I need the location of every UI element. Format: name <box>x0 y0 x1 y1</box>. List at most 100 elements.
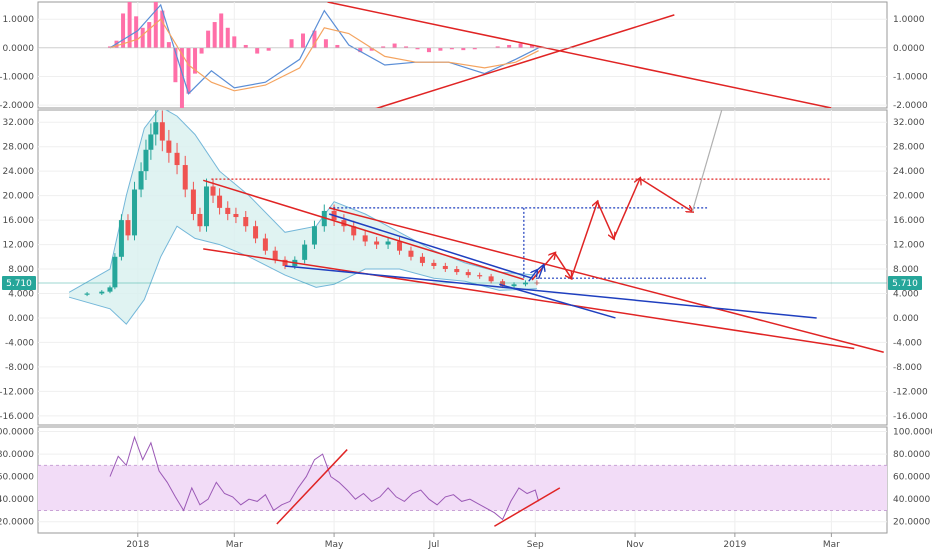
macd-ytick-right: -1.0000 <box>893 72 928 82</box>
candle-body <box>143 149 149 172</box>
price-ytick-left: 0.000 <box>8 314 34 324</box>
candle-body <box>253 226 259 239</box>
price-ytick-right: -8.000 <box>893 363 922 373</box>
candle-body <box>84 293 90 295</box>
macd-histogram-bar <box>426 47 431 53</box>
macd-histogram-bar <box>160 10 165 48</box>
price-blue-trendline-1 <box>284 265 817 319</box>
blue-arrow-0 <box>528 270 537 282</box>
price-ytick-right: 8.000 <box>893 265 919 275</box>
price-ytick-right: 16.000 <box>893 216 925 226</box>
rsi-line <box>109 435 540 521</box>
macd-histogram-bar <box>472 47 477 50</box>
x-tick-label: Mar <box>823 540 840 550</box>
price-ytick-right: 0.000 <box>893 314 919 324</box>
candle-body <box>362 235 368 242</box>
candle-body <box>132 189 138 236</box>
rsi-ytick-right: 80.0000 <box>893 450 930 460</box>
candle-body <box>118 220 124 257</box>
candle-body <box>262 238 268 251</box>
macd-ytick-right: 1.0000 <box>893 15 925 25</box>
price-layer <box>38 110 887 353</box>
macd-trendline-1 <box>375 14 675 108</box>
macd-histogram-bar <box>312 30 317 48</box>
x-tick-label: Nov <box>626 540 644 550</box>
macd-histogram-bar <box>369 47 374 51</box>
candle-body <box>454 269 460 273</box>
price-red-trendline-1 <box>203 248 855 350</box>
macd-histogram-bar <box>415 47 420 50</box>
x-tick-label: Jul <box>427 540 439 550</box>
macd-histogram-bar <box>438 47 443 51</box>
candle-body <box>302 244 308 260</box>
rsi-ytick-right: 60.0000 <box>893 473 930 483</box>
macd-histogram-bar <box>243 44 248 48</box>
price-ytick-left: -8.000 <box>5 363 34 373</box>
macd-histogram-bar <box>323 39 328 48</box>
macd-histogram-bar <box>179 47 184 108</box>
price-ytick-left: 16.000 <box>3 216 35 226</box>
candle-body <box>385 241 391 245</box>
candle-body <box>408 250 414 257</box>
price-ytick-right: 32.000 <box>893 118 925 128</box>
macd-histogram-bar <box>301 33 306 48</box>
candle-body <box>203 186 209 227</box>
price-ytick-left: 20.000 <box>3 192 35 202</box>
macd-histogram-bar <box>289 39 294 48</box>
price-ytick-left: -4.000 <box>5 338 34 348</box>
price-red-trendline-0 <box>202 179 525 281</box>
candle-body <box>442 265 448 270</box>
price-ytick-left: 24.000 <box>3 167 35 177</box>
blue-arrow-1 <box>539 265 544 280</box>
rsi-trendline-1 <box>494 487 561 527</box>
macd-histogram-bar <box>232 36 237 48</box>
candle-body <box>397 241 403 251</box>
macd-ytick-left: 0.0000 <box>3 44 35 54</box>
candle-body <box>282 259 288 266</box>
macd-histogram-bar <box>186 47 191 94</box>
macd-line <box>109 3 539 95</box>
candle-body <box>197 213 203 227</box>
price-red-trendline-2 <box>328 207 884 353</box>
rsi-ytick-right: 20.0000 <box>893 518 930 528</box>
macd-ytick-left: -1.0000 <box>0 72 34 82</box>
macd-ytick-right: 0.0000 <box>893 44 925 54</box>
rsi-layer <box>38 435 887 527</box>
candle-body <box>190 189 196 214</box>
price-blue-trendline-0 <box>328 213 533 279</box>
price-ytick-right: 20.000 <box>893 192 925 202</box>
price-ytick-right: 4.000 <box>893 289 919 299</box>
candle-body <box>107 287 113 292</box>
macd-histogram-bar <box>530 44 535 48</box>
price-ytick-right: 12.000 <box>893 241 925 251</box>
macd-histogram-bar <box>449 47 454 50</box>
rsi-trendline-0 <box>276 449 348 525</box>
candle-body <box>465 272 471 276</box>
macd-histogram-bar <box>212 22 217 48</box>
macd-histogram-bar <box>166 42 171 48</box>
candle-body <box>148 134 154 150</box>
price-ytick-left: 8.000 <box>8 265 34 275</box>
macd-histogram-bar <box>404 46 409 48</box>
macd-histogram-bar <box>392 43 397 48</box>
x-tick-label: May <box>325 540 344 550</box>
macd-histogram-bar <box>335 44 340 48</box>
price-ytick-right: -16.000 <box>893 412 928 422</box>
macd-histogram-bar <box>127 2 132 48</box>
macd-histogram-bar <box>507 44 512 48</box>
candle-body <box>125 220 131 236</box>
rsi-ytick-right: 40.0000 <box>893 495 930 505</box>
candle-body <box>374 241 380 245</box>
candle-body <box>210 186 216 196</box>
price-ytick-left: 32.000 <box>3 118 35 128</box>
candle-body <box>233 213 239 218</box>
projection-arrow-3 <box>596 201 613 239</box>
price-ytick-right: 24.000 <box>893 167 925 177</box>
x-tick-label: Sep <box>527 540 544 550</box>
macd-histogram-bar <box>495 46 500 48</box>
candle-body <box>511 284 517 287</box>
macd-histogram-bar <box>193 47 198 74</box>
macd-histogram-bar <box>206 30 211 48</box>
